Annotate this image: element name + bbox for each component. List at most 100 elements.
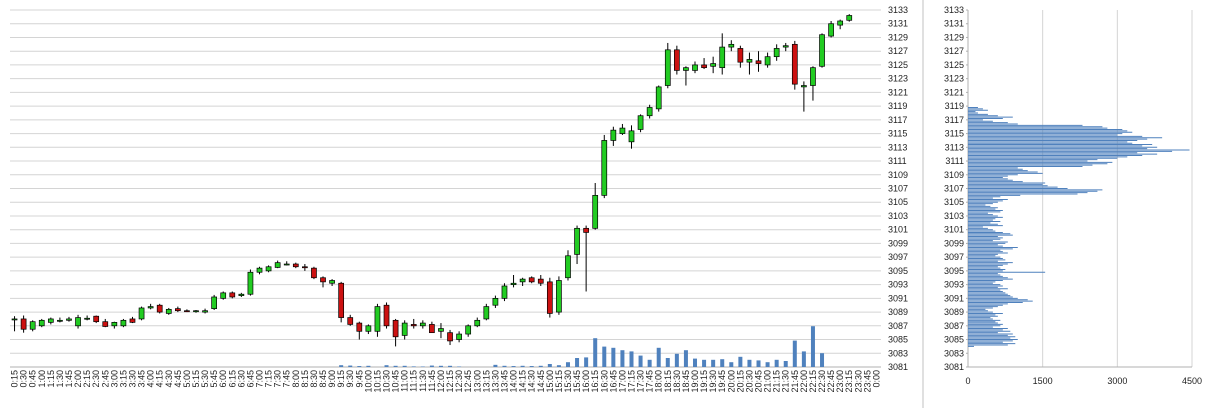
volume-bar (702, 360, 706, 367)
y-tick-label: 3133 (888, 5, 908, 15)
y-tick-label: 3117 (945, 115, 964, 125)
volume-bar (412, 366, 416, 367)
y-tick-label: 3115 (945, 129, 964, 139)
y-tick-label: 3107 (944, 184, 964, 194)
volume-bar (539, 366, 543, 367)
candle-body (12, 319, 17, 320)
y-tick-label: 3089 (944, 307, 964, 317)
candle-body (275, 263, 280, 268)
y-tick-label: 3105 (944, 197, 964, 207)
y-tick-label: 3127 (888, 46, 908, 56)
candle-body (175, 309, 180, 311)
candle-body (330, 280, 335, 283)
candle-body (366, 326, 371, 331)
y-tick-label: 3125 (888, 60, 908, 70)
candle-body (683, 68, 688, 71)
volume-bar (548, 364, 552, 367)
y-tick-label: 3109 (888, 170, 908, 180)
volume-bar (584, 357, 588, 367)
candle-body (230, 293, 235, 297)
y-tick-label: 3085 (888, 335, 908, 345)
candle-body (121, 320, 126, 325)
candle-body (384, 305, 389, 326)
candle-body (248, 272, 253, 294)
candle-body (30, 322, 35, 330)
candle-body (838, 21, 843, 25)
y-tick-label: 3117 (888, 115, 907, 125)
candle-body (357, 323, 362, 331)
candle-body (602, 140, 607, 195)
candle-body (239, 294, 244, 295)
candle-body (94, 316, 99, 321)
candle-body (711, 64, 716, 67)
candle-body (738, 48, 743, 62)
x-tick-label: 1500 (1033, 376, 1053, 386)
y-tick-label: 3121 (944, 87, 964, 97)
candle-body (402, 323, 407, 335)
candle-body (611, 130, 616, 140)
candle-body (311, 268, 316, 278)
y-tick-label: 3087 (944, 321, 964, 331)
volume-bar (430, 366, 434, 367)
volume-bar (811, 326, 815, 367)
volume-bar (802, 351, 806, 367)
candle-body (257, 268, 262, 272)
candle-body (547, 282, 552, 314)
y-tick-label: 3101 (888, 225, 908, 235)
y-tick-label: 3123 (944, 74, 964, 84)
candle-body (747, 59, 752, 62)
candle-body (584, 228, 589, 232)
candle-body (203, 311, 208, 312)
volume-bar (611, 348, 615, 367)
candle-body (139, 308, 144, 319)
y-tick-label: 3105 (888, 197, 908, 207)
y-tick-label: 3101 (944, 225, 964, 235)
candle-body (411, 324, 416, 325)
candle-body (48, 319, 53, 322)
y-tick-label: 3129 (888, 32, 908, 42)
candle-body (466, 326, 471, 334)
volume-bar (602, 347, 606, 367)
candle-body (556, 280, 561, 312)
candle-body (565, 256, 570, 278)
candle-body (39, 320, 44, 325)
volume-bar (820, 353, 824, 367)
y-tick-label: 3113 (945, 142, 964, 152)
candle-body (493, 298, 498, 305)
candle-body (502, 286, 507, 298)
candle-body (148, 307, 153, 308)
candle-body (702, 65, 707, 68)
candle-body (103, 322, 108, 327)
y-tick-label: 3095 (888, 266, 908, 276)
volume-bar (729, 362, 733, 367)
y-tick-label: 3133 (944, 5, 964, 15)
volume-bar (620, 350, 624, 367)
volume-bar (348, 366, 352, 367)
candle-body (266, 267, 271, 271)
y-tick-label: 3121 (888, 87, 908, 97)
volume-bar (357, 366, 361, 367)
volume-bar (557, 365, 561, 367)
candle-body (212, 297, 217, 309)
candle-body (85, 318, 90, 319)
y-tick-label: 3083 (944, 348, 964, 358)
volume-bar (693, 359, 697, 367)
y-tick-label: 3125 (944, 60, 964, 70)
volume-bar (448, 366, 452, 367)
candle-body (756, 61, 761, 64)
candle-body (801, 86, 806, 87)
volume-bar (566, 362, 570, 367)
candle-body (820, 35, 825, 67)
candle-body (193, 311, 198, 312)
y-tick-label: 3099 (888, 238, 908, 248)
volume-bar (784, 361, 788, 367)
y-tick-label: 3091 (888, 293, 908, 303)
volume-profile-y-axis: 3081308330853087308930913093309530973099… (944, 5, 968, 372)
candle-body (76, 318, 81, 326)
candle-body (774, 48, 779, 56)
volume-bar (502, 366, 506, 367)
candle-body (375, 307, 380, 332)
